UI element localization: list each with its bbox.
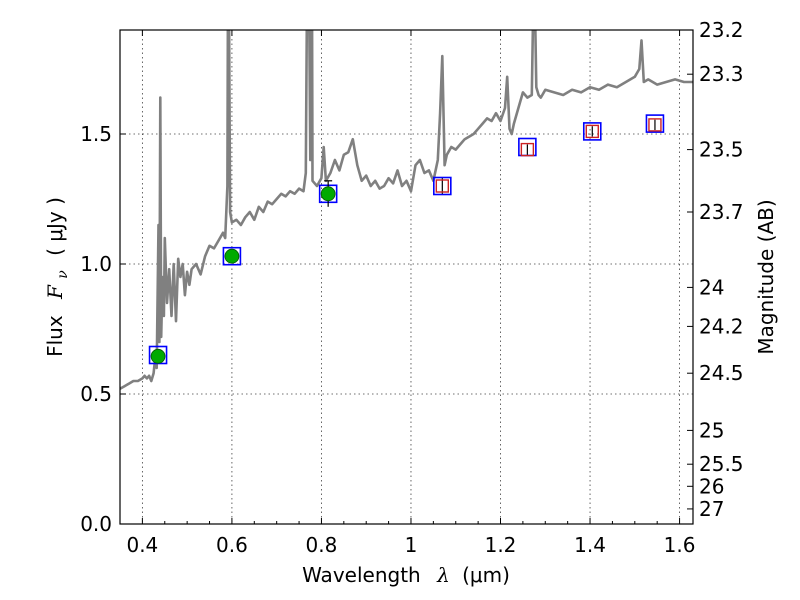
- observed-photometry-point: [150, 348, 166, 364]
- x-tick-label: 1.2: [485, 533, 517, 557]
- x-tick-label: 1: [405, 533, 418, 557]
- observed-photometry-point: [648, 118, 662, 132]
- observed-photometry-point: [320, 186, 336, 202]
- x-tick-label: 1.4: [574, 533, 606, 557]
- y-tick-label: 1.5: [80, 122, 112, 146]
- y-axis-label-symbol: F: [43, 284, 67, 300]
- x-tick-label: 0.6: [216, 533, 248, 557]
- y-axis-label: Flux F ν ( μJy ): [43, 197, 72, 357]
- y-axis-label-subscript: ν: [55, 270, 71, 279]
- y2-tick-label: 23.3: [699, 62, 744, 86]
- x-tick-label: 1.6: [664, 533, 696, 557]
- y-tick-label: 0.0: [80, 512, 112, 536]
- x-axis-label: Wavelength λ (μm): [302, 563, 510, 587]
- model-photometry-point: [645, 114, 665, 133]
- y2-tick-label: 24.5: [699, 361, 744, 385]
- y2-tick-label: 24: [699, 275, 724, 299]
- observed-photometry-point: [520, 142, 535, 157]
- x-tick-label: 0.8: [306, 533, 338, 557]
- model-photometry-point: [582, 122, 602, 141]
- observed-photometry-point: [224, 248, 240, 264]
- y2-axis-label: Magnitude (AB): [754, 199, 778, 354]
- y2-tick-label: 24.2: [699, 314, 744, 338]
- plot-frame: [119, 29, 694, 525]
- axis-layer: 0.4 0.6 0.8 1 1.2 1.4 1.6 0.0 0.5 1.0 1.5 23.2 23.3 2…: [80, 18, 743, 557]
- x-axis-label-symbol: λ: [436, 563, 450, 587]
- y-axis-label-text: Flux: [43, 315, 67, 357]
- y2-tick-label: 27: [699, 497, 724, 521]
- y2-tick-label: 26: [699, 474, 724, 498]
- y-axis-label-unit: ( μJy ): [43, 197, 67, 256]
- y2-tick-label: 25: [699, 418, 724, 442]
- model-photometry-point: [222, 246, 242, 266]
- x-axis-label-unit: (μm): [462, 563, 510, 587]
- model-spectrum-line: [120, 30, 693, 390]
- y2-tick-label: 25.5: [699, 452, 744, 476]
- marker-layer: [148, 114, 665, 365]
- model-photometry-point: [433, 176, 452, 196]
- y2-tick-label: 23.5: [699, 138, 744, 162]
- plot-background: [120, 30, 693, 524]
- x-tick-label: 0.4: [126, 533, 158, 557]
- y2-tick-label: 23.2: [699, 18, 744, 42]
- y2-tick-label: 23.7: [699, 200, 744, 224]
- x-axis-label-text: Wavelength: [302, 563, 421, 587]
- data-layer: [120, 30, 693, 390]
- observed-photometry-point: [435, 179, 450, 193]
- y-tick-label: 1.0: [80, 252, 112, 276]
- observed-photometry-point: [585, 124, 599, 139]
- y-tick-label: 0.5: [80, 382, 112, 406]
